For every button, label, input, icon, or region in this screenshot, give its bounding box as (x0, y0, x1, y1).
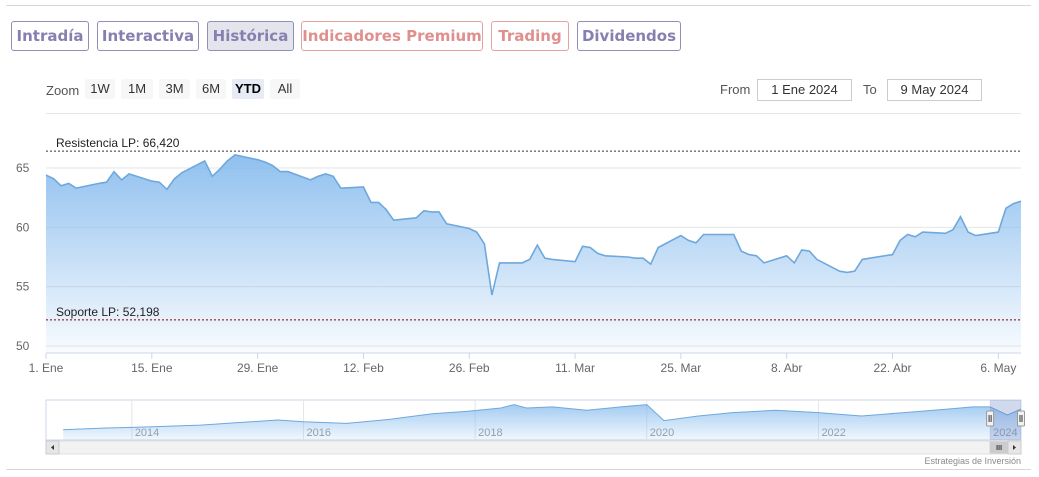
resistance-label: Resistencia LP: 66,420 (56, 136, 180, 150)
credit-text: Estrategias de Inversión (924, 456, 1021, 466)
zoom-ytd-button[interactable]: YTD (232, 79, 264, 99)
navigator-area (63, 404, 1021, 440)
from-date-input[interactable]: 1 Ene 2024 (757, 79, 852, 101)
from-label: From (720, 82, 751, 97)
y-tick-label: 50 (16, 339, 30, 353)
arrow-left-icon (51, 445, 54, 450)
range-selector: Zoom 1W 1M 3M 6M YTD All From 1 Ene 2024… (0, 76, 1039, 102)
navigator-selection (990, 400, 1021, 440)
zoom-6m-button[interactable]: 6M (196, 79, 226, 99)
bottom-divider (6, 469, 1031, 470)
tab-dividendos[interactable]: Dividendos (577, 21, 681, 51)
zoom-1m-button[interactable]: 1M (121, 79, 153, 99)
x-tick-label: 26. Feb (449, 361, 490, 375)
y-tick-label: 65 (16, 161, 30, 175)
x-tick-label: 11. Mar (555, 361, 595, 375)
top-divider (6, 5, 1031, 6)
navigator-handle-right[interactable] (1017, 410, 1025, 427)
zoom-all-button[interactable]: All (270, 79, 300, 99)
to-date-input[interactable]: 9 May 2024 (887, 79, 982, 101)
x-tick-label: 29. Ene (237, 361, 279, 375)
x-tick-label: 22. Abr (873, 361, 911, 375)
x-tick-label: 15. Ene (131, 361, 173, 375)
tab-interactiva[interactable]: Interactiva (97, 21, 199, 51)
zoom-1w-button[interactable]: 1W (85, 79, 115, 99)
arrow-right-icon (1013, 445, 1016, 450)
navigator-handle-left[interactable] (986, 410, 995, 427)
x-tick-label: 25. Mar (661, 361, 702, 375)
x-tick-label: 12. Feb (343, 361, 384, 375)
tab-indicadores-premium[interactable]: Indicadores Premium (301, 21, 483, 51)
price-line (45, 154, 1022, 296)
to-label: To (863, 82, 877, 97)
tab-trading[interactable]: Trading (491, 21, 569, 51)
scrollbar-track[interactable] (45, 440, 1022, 455)
tab-intradia[interactable]: Intradía (11, 21, 89, 51)
y-tick-label: 60 (16, 220, 30, 234)
zoom-label: Zoom (46, 83, 80, 98)
range-divider (46, 113, 1021, 114)
support-label: Soporte LP: 52,198 (56, 305, 160, 319)
x-tick-label: 6. May (980, 361, 1016, 375)
x-tick-label: 1. Ene (29, 361, 64, 375)
navigator-line (63, 404, 1022, 431)
x-tick-label: 8. Abr (771, 361, 802, 375)
y-tick-label: 55 (16, 280, 30, 294)
tab-historica[interactable]: Histórica (207, 21, 294, 51)
zoom-3m-button[interactable]: 3M (159, 79, 190, 99)
